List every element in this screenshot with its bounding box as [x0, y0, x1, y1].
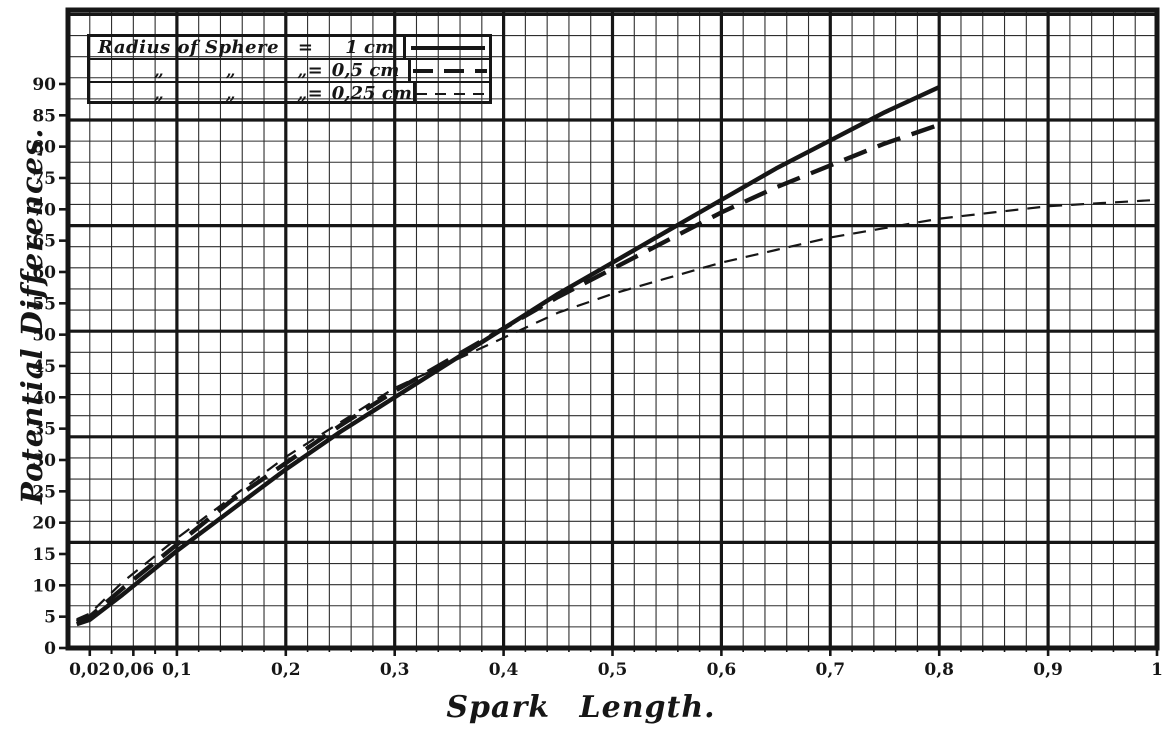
legend-equals: = — [297, 37, 313, 58]
legend-value: 1 cm — [345, 37, 394, 58]
legend-box: Radius of Sphere = 1 cm „ „ „ = 0,5 cm „… — [87, 34, 492, 104]
legend-value: 0,25 cm — [331, 83, 412, 104]
y-tick-label: 40 — [32, 388, 56, 408]
y-tick-label: 90 — [32, 75, 56, 95]
y-tick-label: 65 — [32, 232, 56, 252]
legend-ditto-marks: „ „ „ — [154, 83, 308, 104]
axis-tick-labels: 0 5 10 15 20 25 30 35 40 45 50 55 60 65 70 75 80 85 90 0,02… — [32, 75, 1162, 680]
y-tick-label: 70 — [32, 200, 56, 220]
x-tick-label: 0,2 — [271, 660, 301, 680]
y-tick-label: 85 — [32, 106, 56, 126]
legend-row-05cm: „ „ „ = 0,5 cm — [90, 60, 489, 83]
thick-dashed-line-sample — [413, 68, 488, 73]
y-axis-title: Potential Differences. — [15, 127, 49, 504]
legend-ditto-marks: „ „ „ — [154, 60, 308, 81]
legend-label: Radius of Sphere — [98, 37, 280, 58]
x-tick-label: 0,02 — [69, 660, 110, 680]
y-tick-label: 0 — [44, 639, 56, 659]
y-tick-label: 10 — [32, 576, 56, 596]
y-tick-label: 55 — [32, 294, 56, 314]
x-tick-label: 0,7 — [816, 660, 846, 680]
legend-value: 0,5 cm — [331, 60, 400, 81]
series-line-05cm — [75, 122, 940, 624]
legend-equals: = — [307, 83, 323, 104]
legend-sample-cell — [408, 60, 489, 81]
y-tick-label: 75 — [32, 169, 56, 189]
grid-bold-lines — [66, 10, 1159, 650]
x-tick-label: 0,4 — [489, 660, 519, 680]
x-axis-title: Spark Length. — [446, 690, 716, 725]
y-tick-label: 60 — [32, 263, 56, 283]
thin-dashed-line-sample — [415, 92, 490, 95]
y-tick-label: 15 — [32, 545, 56, 565]
legend-row-1cm: Radius of Sphere = 1 cm — [90, 37, 489, 60]
y-tick-label: 80 — [32, 138, 56, 158]
y-tick-label: 35 — [32, 420, 56, 440]
legend-sample-cell — [412, 83, 490, 104]
y-tick-label: 50 — [32, 326, 56, 346]
legend-equals: = — [307, 60, 323, 81]
x-tick-label: 0,1 — [162, 660, 192, 680]
solid-line-sample — [410, 45, 485, 50]
legend-sample-cell — [403, 37, 489, 58]
data-series-lines — [75, 85, 1158, 627]
x-tick-label: 0,5 — [598, 660, 628, 680]
x-tick-label: 0,9 — [1033, 660, 1063, 680]
y-tick-label: 5 — [44, 608, 56, 628]
y-tick-label: 20 — [32, 514, 56, 534]
y-tick-label: 45 — [32, 357, 56, 377]
x-tick-label: 0,6 — [707, 660, 737, 680]
y-tick-label: 30 — [32, 451, 56, 471]
x-tick-label: 0,8 — [924, 660, 954, 680]
legend-row-025cm: „ „ „ = 0,25 cm — [90, 83, 490, 104]
x-tick-label: 0,06 — [113, 660, 154, 680]
axis-ticks — [59, 82, 1159, 656]
series-line-025cm — [76, 198, 1158, 621]
y-tick-label: 25 — [32, 482, 56, 502]
x-tick-label: 1 — [1151, 660, 1162, 680]
x-tick-label: 0,3 — [380, 660, 410, 680]
